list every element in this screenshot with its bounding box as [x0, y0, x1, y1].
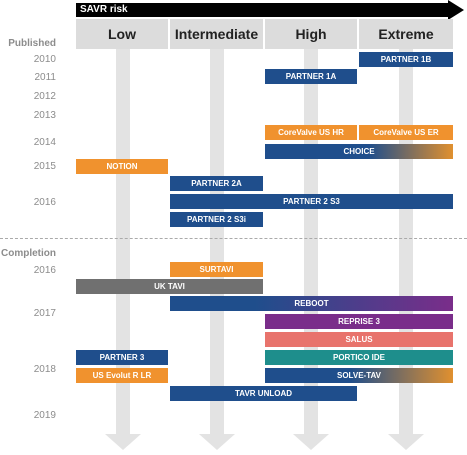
trial-bar-solve-tav: SOLVE-TAV — [265, 368, 453, 383]
column-header-low: Low — [76, 19, 168, 49]
section-divider — [0, 238, 467, 239]
trial-bar-partner-2a: PARTNER 2A — [170, 176, 263, 191]
section-label-published: Published — [8, 38, 56, 49]
savr-risk-arrowhead — [448, 0, 464, 20]
year-label: 2011 — [34, 72, 56, 83]
trial-bar-partner-3: PARTNER 3 — [76, 350, 168, 365]
arrowhead-intermediate — [199, 434, 235, 450]
column-header-intermediate: Intermediate — [170, 19, 263, 49]
trial-bar-reprise-3: REPRISE 3 — [265, 314, 453, 329]
trial-bar-partner-1b: PARTNER 1B — [359, 52, 453, 67]
trial-bar-reboot: REBOOT — [170, 296, 453, 311]
arrow-shaft-low — [116, 49, 130, 434]
trial-bar-choice: CHOICE — [265, 144, 453, 159]
year-label: 2016 — [33, 197, 56, 208]
trial-bar-us-evolut-r-lr: US Evolut R LR — [76, 368, 168, 383]
trial-bar-partner-2-s3: PARTNER 2 S3 — [170, 194, 453, 209]
year-label: 2016 — [33, 265, 56, 276]
year-label: 2018 — [33, 364, 56, 375]
trial-bar-partner-2-s3i: PARTNER 2 S3i — [170, 212, 263, 227]
column-header-extreme: Extreme — [359, 19, 453, 49]
section-label-completion: Completion — [1, 248, 56, 259]
trial-bar-portico-ide: PORTICO IDE — [265, 350, 453, 365]
trial-bar-partner-1a: PARTNER 1A — [265, 69, 357, 84]
arrowhead-low — [105, 434, 141, 450]
savr-risk-title: SAVR risk — [80, 4, 128, 15]
trial-bar-uk-tavi: UK TAVI — [76, 279, 263, 294]
trial-bar-notion: NOTION — [76, 159, 168, 174]
year-label: 2014 — [33, 137, 56, 148]
trial-bar-salus: SALUS — [265, 332, 453, 347]
arrowhead-extreme — [388, 434, 424, 450]
arrowhead-high — [293, 434, 329, 450]
year-label: 2013 — [33, 110, 56, 121]
savr-risk-arrow: SAVR risk — [76, 3, 448, 17]
trial-bar-corevalve-us-er: CoreValve US ER — [359, 125, 453, 140]
year-label: 2015 — [33, 161, 56, 172]
year-label: 2010 — [33, 54, 56, 65]
trial-bar-surtavi: SURTAVI — [170, 262, 263, 277]
year-label: 2012 — [33, 91, 56, 102]
year-label: 2017 — [33, 308, 56, 319]
year-label: 2019 — [33, 410, 56, 421]
trial-bar-corevalve-us-hr: CoreValve US HR — [265, 125, 357, 140]
trial-bar-tavr-unload: TAVR UNLOAD — [170, 386, 357, 401]
column-header-high: High — [265, 19, 357, 49]
arrow-shaft-intermediate — [210, 49, 224, 434]
